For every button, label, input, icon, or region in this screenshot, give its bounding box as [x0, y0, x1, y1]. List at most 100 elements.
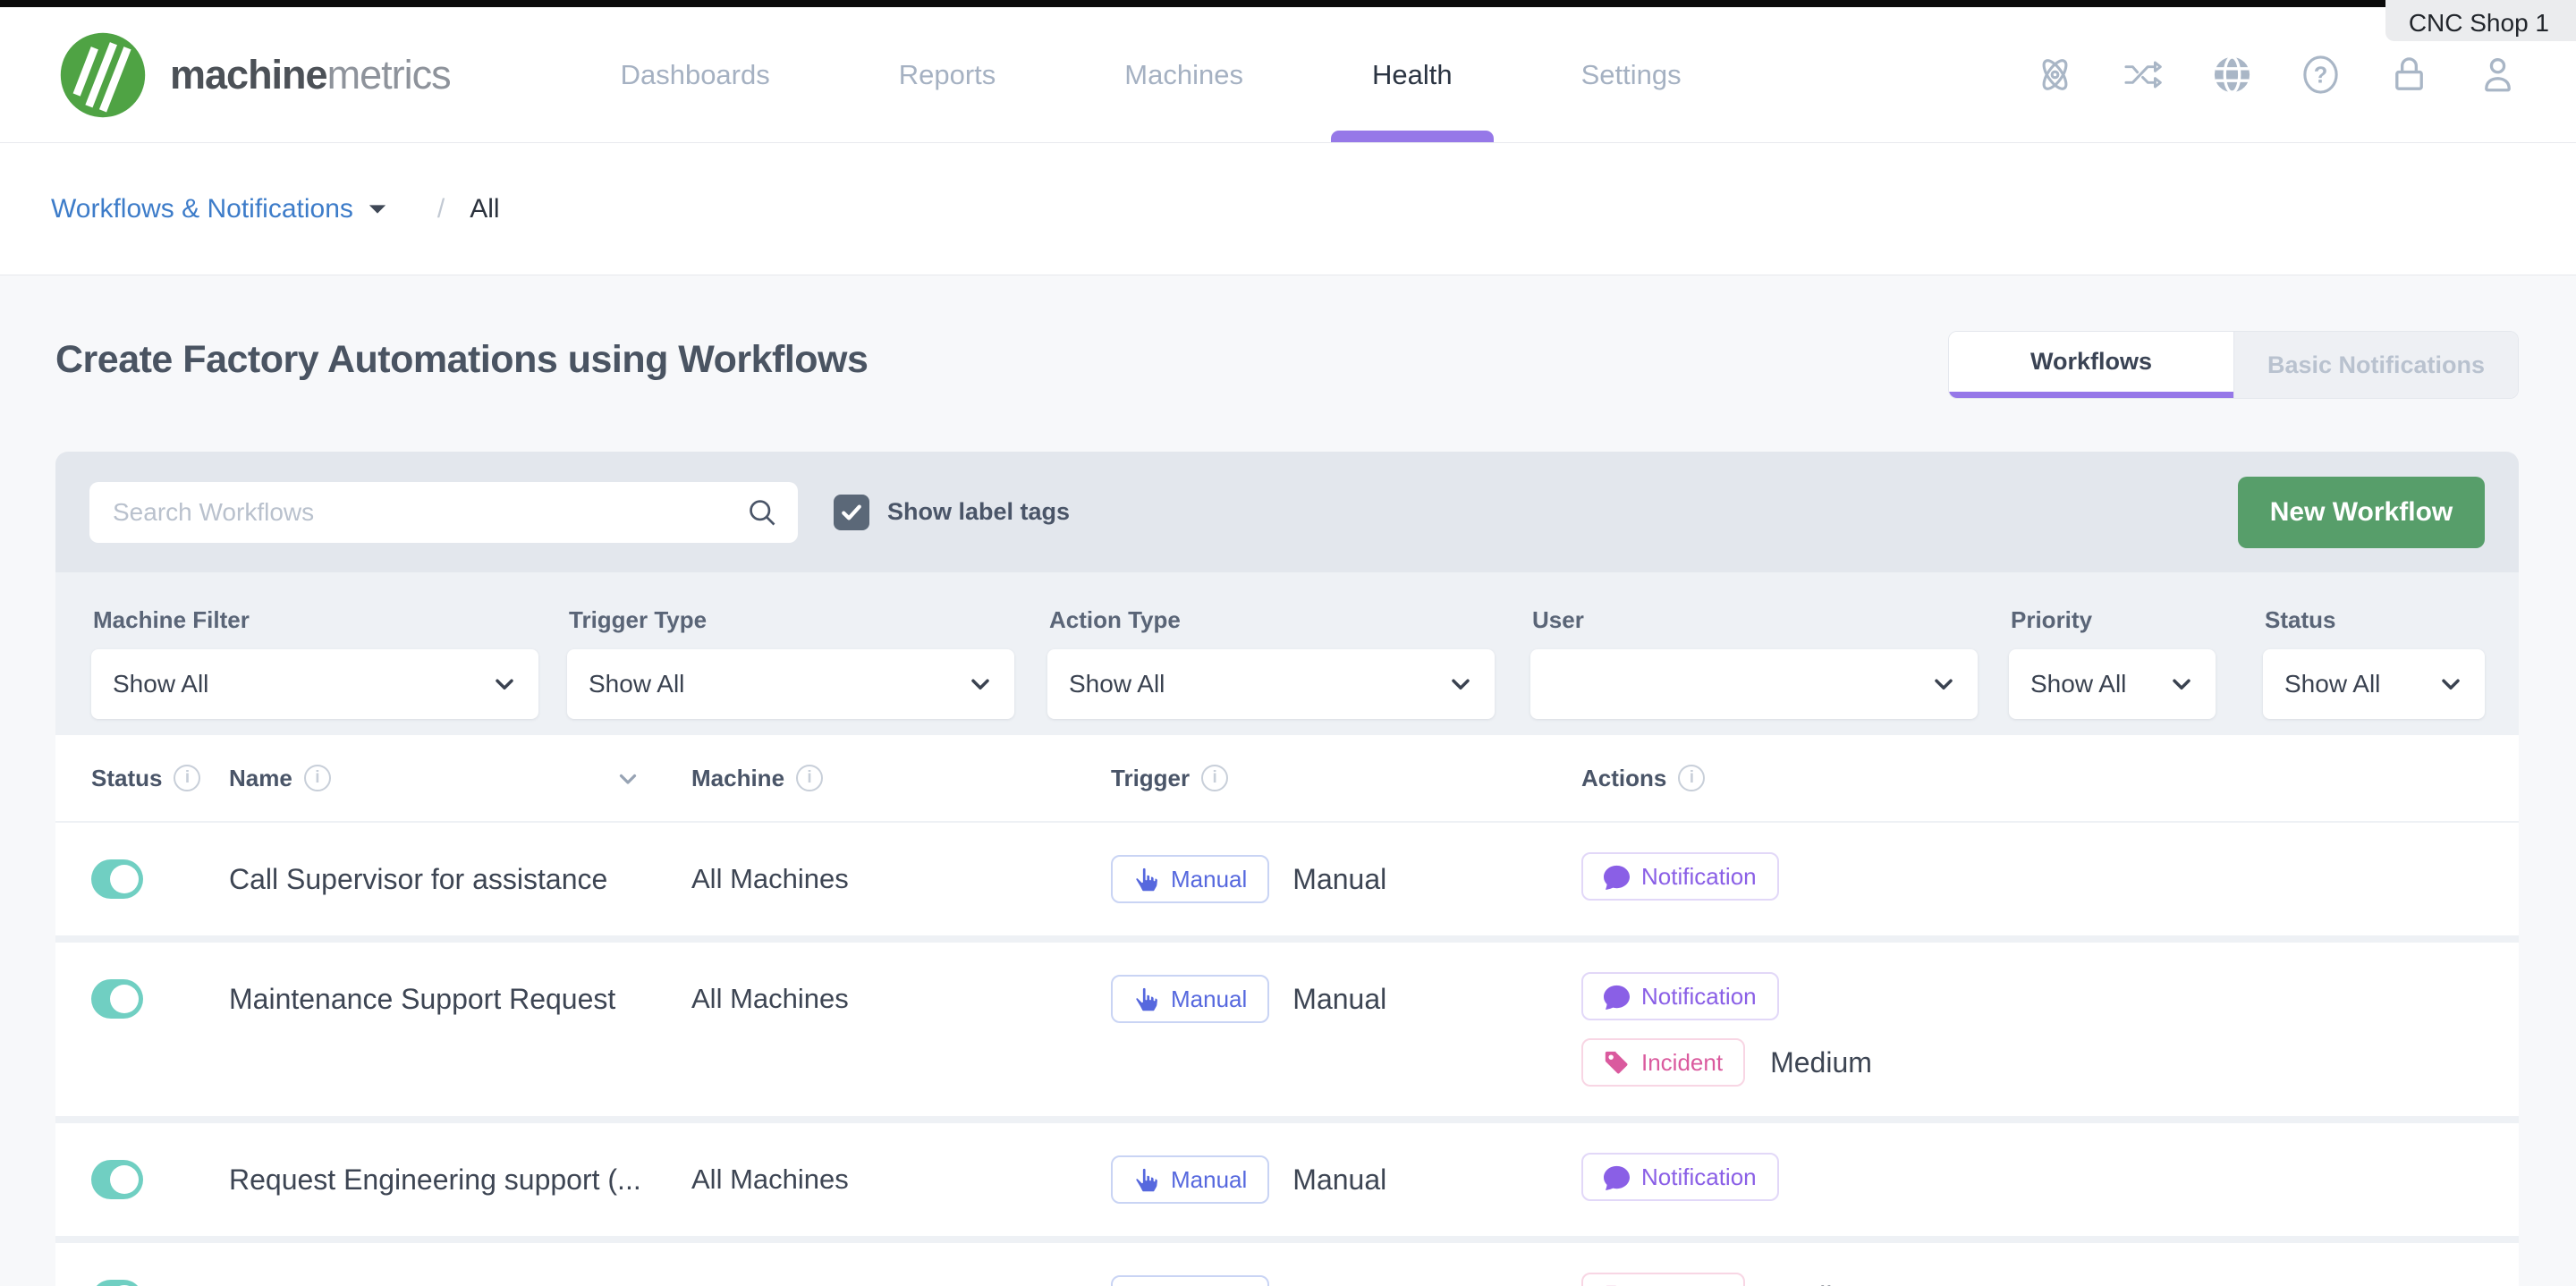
status-toggle[interactable]	[91, 859, 143, 899]
tab-basic-notifications[interactable]: Basic Notifications	[2233, 332, 2518, 398]
tag-icon	[1604, 1050, 1630, 1076]
notification-badge: Notification	[1581, 972, 1779, 1020]
breadcrumb-separator: /	[436, 193, 445, 224]
chev-icon	[490, 670, 519, 698]
breadcrumb: Workflows & Notifications / All	[0, 143, 2576, 275]
action-line: Incident Medium	[1581, 1266, 2519, 1286]
column-header-name: Name i	[229, 764, 691, 792]
actions-cell: Notification	[1581, 1146, 2519, 1207]
breadcrumb-current: All	[470, 193, 500, 224]
filter-label: User	[1532, 606, 1584, 633]
breadcrumb-section-link[interactable]: Workflows & Notifications	[51, 194, 387, 224]
view-tab-group: Workflows Basic Notifications	[1948, 331, 2519, 399]
workflow-machine: All Machines	[691, 1266, 1111, 1286]
info-icon[interactable]: i	[303, 765, 331, 791]
filter-selected-value: Show All	[589, 670, 685, 698]
workflow-row[interactable]: Request Engineering support (... All Mac…	[55, 1123, 2519, 1236]
info-icon[interactable]: i	[1678, 765, 1706, 791]
filter-select-status[interactable]: Show All	[2263, 649, 2485, 719]
workflow-row[interactable]: Running low on material All Machines Man…	[55, 1243, 2519, 1286]
lock-icon[interactable]	[2388, 54, 2430, 96]
show-label-tags-label: Show label tags	[887, 498, 1071, 525]
show-label-tags-control[interactable]: Show label tags	[834, 494, 1071, 530]
filter-selected-value: Show All	[2030, 670, 2127, 698]
workflow-name[interactable]: Request Engineering support (...	[229, 1163, 641, 1196]
trigger-type-text: Manual	[1292, 982, 1387, 1015]
search-icon[interactable]	[746, 496, 778, 529]
chev-icon	[1929, 670, 1958, 698]
sort-chevron-icon[interactable]	[614, 764, 641, 792]
nav-item-settings[interactable]: Settings	[1580, 58, 1682, 90]
trigger-badge: Manual	[1111, 855, 1270, 903]
info-icon[interactable]: i	[796, 765, 824, 791]
filter-bar: Machine Filter Show All Trigger Type Sho…	[55, 572, 2519, 735]
trigger-badge: Manual	[1111, 975, 1270, 1023]
hand-icon	[1133, 1167, 1159, 1193]
priority-text: Medium	[1770, 1045, 1872, 1079]
workflow-name[interactable]: Running low on material	[229, 1266, 691, 1286]
shuffle-icon[interactable]	[2123, 54, 2165, 96]
action-line: Notification	[1581, 846, 2519, 907]
toolbar: Show label tags New Workflow	[55, 452, 2519, 572]
incident-badge: Incident	[1581, 1273, 1746, 1286]
filter-select-machine-filter[interactable]: Show All	[91, 649, 538, 719]
notification-badge: Notification	[1581, 852, 1779, 901]
tab-workflows[interactable]: Workflows	[1949, 332, 2233, 398]
filter-select-priority[interactable]: Show All	[2009, 649, 2216, 719]
nav-item-reports[interactable]: Reports	[898, 58, 996, 90]
column-header-actions: Actions i	[1581, 765, 2519, 792]
chev-icon	[614, 766, 641, 792]
new-workflow-button[interactable]: New Workflow	[2238, 477, 2485, 548]
brand-logo[interactable]: machinemetrics	[54, 7, 452, 142]
nav-item-machines[interactable]: Machines	[1124, 58, 1243, 90]
filter-selected-value: Show All	[1069, 670, 1165, 698]
machinemetrics-logo-icon	[54, 26, 152, 124]
workflow-name[interactable]: Call Supervisor for assistance	[229, 862, 608, 895]
chev-icon	[2436, 670, 2465, 698]
status-toggle[interactable]	[91, 979, 143, 1019]
info-icon[interactable]: i	[174, 765, 201, 791]
status-cell	[91, 846, 229, 912]
filter-select-action-type[interactable]: Show All	[1047, 649, 1495, 719]
window-top-strip	[0, 0, 2576, 7]
chev-icon	[2167, 670, 2196, 698]
chat-icon	[1604, 1164, 1630, 1190]
filter-select-user[interactable]	[1530, 649, 1978, 719]
actions-cell: Notification Incident Medium	[1581, 966, 2519, 1093]
action-line: Notification	[1581, 1146, 2519, 1207]
workflows-table: Status i Name i Machine i Trigger i Acti…	[55, 735, 2519, 1286]
actions-cell: Incident Medium	[1581, 1266, 2519, 1286]
workflow-row[interactable]: Maintenance Support Request All Machines…	[55, 943, 2519, 1116]
chat-icon	[1604, 864, 1630, 890]
atom-icon[interactable]	[2034, 54, 2076, 96]
notification-badge: Notification	[1581, 1153, 1779, 1201]
workflow-machine: All Machines	[691, 863, 849, 894]
priority-text: Medium	[1770, 1281, 1872, 1286]
column-header-label: Machine	[691, 764, 785, 791]
nav-item-dashboards[interactable]: Dashboards	[620, 58, 770, 90]
primary-nav: Dashboards Reports Machines Health Settings	[556, 7, 1746, 142]
user-icon[interactable]	[2477, 54, 2519, 96]
info-icon[interactable]: i	[1201, 765, 1229, 791]
status-toggle[interactable]	[91, 1280, 143, 1286]
help-icon[interactable]	[2300, 54, 2342, 96]
search-input[interactable]	[113, 497, 746, 527]
status-cell	[91, 1146, 229, 1213]
workflow-row[interactable]: Call Supervisor for assistance All Machi…	[55, 823, 2519, 935]
column-header-machine: Machine i	[691, 765, 1111, 792]
filter-label: Machine Filter	[93, 606, 250, 633]
filter-select-trigger-type[interactable]: Show All	[567, 649, 1014, 719]
workflow-machine: All Machines	[691, 983, 849, 1014]
show-label-tags-checkbox[interactable]	[834, 494, 869, 530]
brand-wordmark: machinemetrics	[170, 51, 452, 97]
table-header-row: Status i Name i Machine i Trigger i Acti…	[55, 735, 2519, 823]
status-toggle[interactable]	[91, 1160, 143, 1199]
workflow-name[interactable]: Maintenance Support Request	[229, 982, 616, 1015]
filter-selected-value: Show All	[113, 670, 209, 698]
chev-icon	[966, 670, 995, 698]
globe-icon[interactable]	[2211, 54, 2253, 96]
hand-icon	[1133, 986, 1159, 1012]
nav-item-health[interactable]: Health	[1308, 7, 1517, 142]
filter-label: Trigger Type	[569, 606, 708, 633]
trigger-cell: Manual Manual	[1111, 966, 1581, 1032]
